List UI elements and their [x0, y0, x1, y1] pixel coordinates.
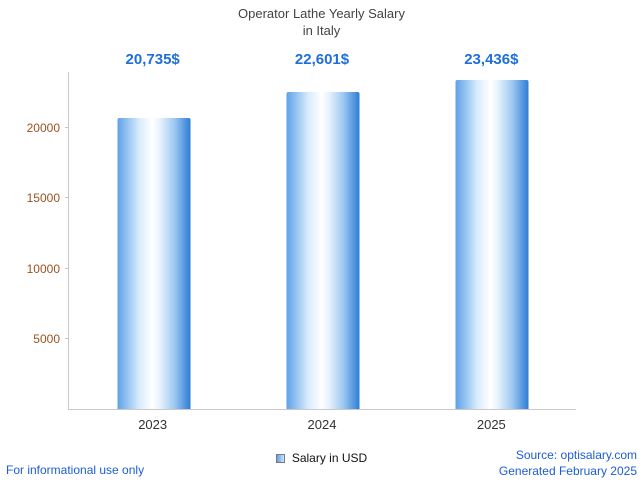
- bar-2023: [117, 117, 190, 409]
- y-axis-tick-label: 5000: [33, 331, 60, 346]
- y-axis-tick-mark: [65, 197, 69, 199]
- chart-title-line2: in Italy: [302, 22, 341, 38]
- x-axis-label-2023: 2023: [138, 417, 168, 432]
- source-attribution[interactable]: Source: optisalary.com Generated Februar…: [499, 447, 637, 479]
- bar-value-label-2023: 20,735$: [125, 51, 180, 68]
- bar-2025: [455, 79, 528, 409]
- source-link[interactable]: Source: optisalary.com: [515, 447, 637, 462]
- y-axis-tick-label: 10000: [26, 261, 60, 276]
- legend: Salary in USD: [0, 451, 643, 465]
- y-axis-tick-mark: [65, 337, 69, 339]
- bar-value-label-2024: 22,601$: [294, 51, 350, 68]
- chart-title: Operator Lathe Yearly Salary in Italy: [0, 6, 643, 40]
- bar-value-label-2025: 23,436$: [464, 51, 519, 68]
- y-axis-tick-mark: [65, 127, 69, 129]
- y-axis-tick-label: 20000: [26, 121, 60, 136]
- chart-title-line1: Operator Lathe Yearly Salary: [238, 6, 405, 21]
- legend-swatch-icon: [275, 453, 285, 463]
- x-axis-labels: 2023 2024 2025: [68, 417, 576, 433]
- y-axis-tick-label: 15000: [26, 191, 60, 206]
- x-axis-label-2025: 2025: [476, 417, 506, 432]
- disclaimer-text: For informational use only: [6, 463, 145, 477]
- bar-2024: [286, 91, 359, 409]
- plot-area: 5000 10000 15000 20000: [27, 72, 576, 410]
- bar-value-labels: 20,735$ 22,601$ 23,436$: [68, 51, 576, 71]
- legend-label: Salary in USD: [291, 451, 368, 465]
- y-axis-tick-mark: [65, 267, 69, 269]
- generated-date: Generated February 2025: [498, 463, 637, 478]
- x-axis-label-2024: 2024: [307, 417, 337, 432]
